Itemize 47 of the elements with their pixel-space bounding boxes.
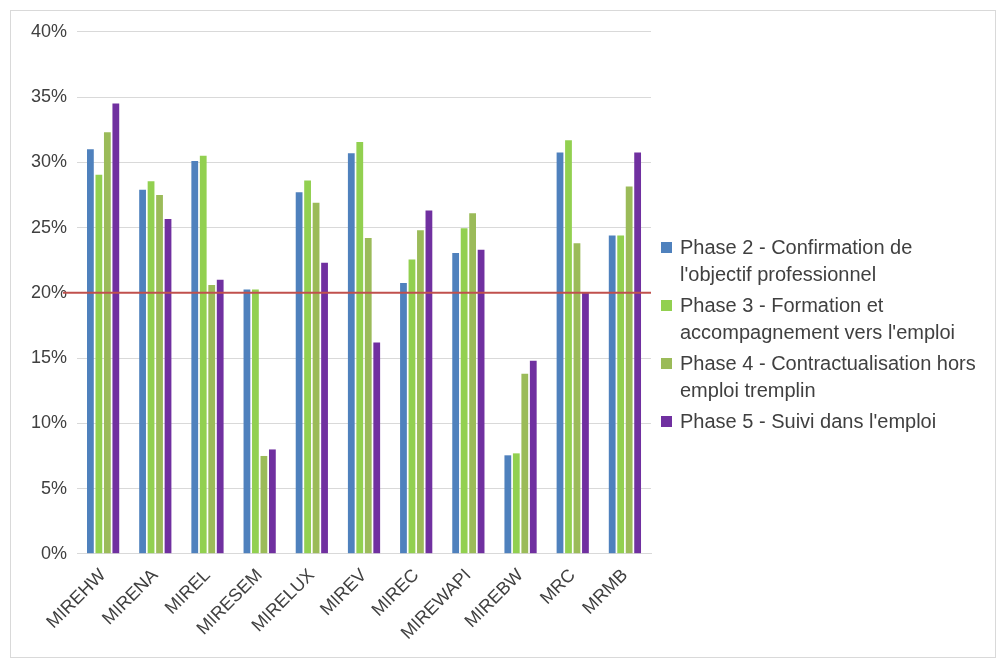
y-tick-label: 25% [31, 216, 68, 237]
bar [208, 285, 216, 554]
bar [103, 132, 111, 554]
y-tick-label: 10% [31, 412, 68, 433]
legend-label: Phase 4 - Contractualisation hors emploi tremplin [680, 350, 977, 403]
bar [504, 455, 512, 554]
y-tick-label: 30% [31, 151, 68, 172]
bar [139, 189, 146, 554]
bar [268, 449, 276, 554]
bar [582, 292, 589, 554]
bar [417, 230, 424, 554]
y-tick-label: 35% [31, 86, 68, 107]
bar [87, 149, 94, 554]
bar [617, 235, 625, 554]
bar [521, 373, 529, 554]
bar [452, 253, 460, 554]
legend-label: Phase 5 - Suivi dans l'emploi [680, 408, 937, 434]
bar [304, 180, 311, 554]
bar [191, 161, 199, 554]
bar [529, 360, 537, 554]
bar [112, 103, 120, 554]
bar [625, 186, 633, 554]
bar [373, 342, 381, 554]
bar [95, 174, 103, 554]
bar [460, 228, 468, 554]
legend-label: Phase 2 - Confirmation de l'objectif professionnel [680, 234, 914, 287]
y-tick-label: 5% [41, 477, 68, 498]
bar [321, 262, 328, 554]
y-tick-label: 0% [41, 542, 68, 563]
bar [216, 279, 224, 554]
bar [199, 155, 207, 554]
bar [347, 153, 355, 554]
legend-label: Phase 3 - Formation et accompagnement vers l'emploi [680, 292, 957, 345]
bar [634, 152, 642, 554]
bar [469, 213, 476, 554]
y-tick-label: 15% [31, 347, 68, 368]
bar [565, 140, 572, 554]
y-tick-label: 20% [31, 281, 68, 302]
bar [295, 192, 303, 554]
bar [512, 453, 520, 554]
bar [608, 235, 616, 554]
bar [156, 194, 163, 554]
bar [252, 289, 259, 554]
bar [356, 142, 364, 554]
y-tick-label: 40% [31, 20, 68, 41]
bar [364, 238, 372, 554]
bar [400, 283, 407, 554]
